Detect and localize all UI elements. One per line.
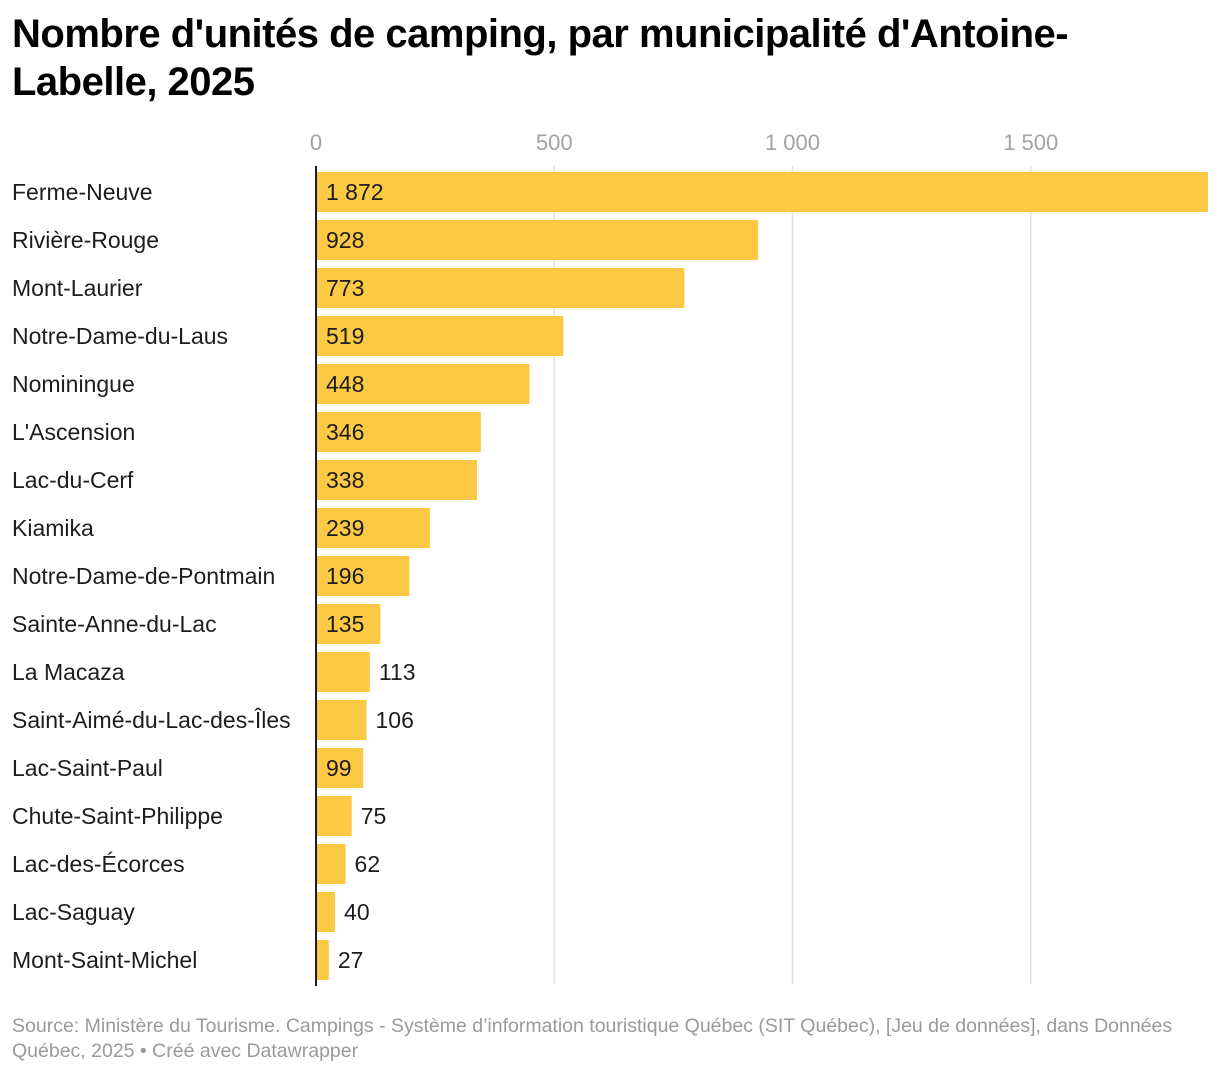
category-label: Rivière-Rouge [12, 227, 159, 253]
x-tick-label: 1 500 [1003, 130, 1058, 155]
value-label: 40 [344, 899, 370, 925]
category-label: Saint-Aimé-du-Lac-des-Îles [12, 707, 291, 733]
chart-title: Nombre d'unités de camping, par municipa… [12, 12, 1069, 104]
value-label: 27 [338, 947, 364, 973]
value-label: 106 [376, 707, 414, 733]
value-label: 75 [361, 803, 387, 829]
category-label: La Macaza [12, 659, 125, 685]
bar [316, 556, 410, 596]
category-label: Mont-Saint-Michel [12, 947, 197, 973]
value-label: 239 [326, 515, 364, 541]
category-label: Kiamika [12, 515, 94, 541]
category-label: Lac-du-Cerf [12, 467, 134, 493]
bar [316, 508, 430, 548]
category-labels: Ferme-Neuve Rivière-Rouge Mont-Laurier Notr… [12, 179, 291, 973]
x-tick-label: 500 [536, 130, 573, 155]
category-label: Lac-des-Écorces [12, 851, 185, 877]
value-label: 196 [326, 563, 364, 589]
bar [316, 460, 478, 500]
bar [316, 220, 759, 260]
category-label: Ferme-Neuve [12, 179, 153, 205]
value-label: 928 [326, 227, 364, 253]
bar [316, 844, 346, 884]
category-label: Notre-Dame-du-Laus [12, 323, 228, 349]
category-label: Lac-Saint-Paul [12, 755, 163, 781]
value-label: 1 872 [326, 179, 384, 205]
bar [316, 316, 564, 356]
category-label: L'Ascension [12, 419, 135, 445]
value-label: 99 [326, 755, 352, 781]
bar [316, 172, 1208, 212]
value-label: 113 [379, 659, 416, 685]
value-label: 448 [326, 371, 364, 397]
bar [316, 652, 370, 692]
value-label: 135 [326, 611, 364, 637]
category-label: Notre-Dame-de-Pontmain [12, 563, 275, 589]
value-label: 519 [326, 323, 364, 349]
value-label: 338 [326, 467, 364, 493]
value-label: 62 [355, 851, 381, 877]
category-label: Mont-Laurier [12, 275, 143, 301]
category-label: Nominingue [12, 371, 135, 397]
value-label: 773 [326, 275, 364, 301]
bar [316, 892, 336, 932]
bar [316, 700, 367, 740]
category-label: Lac-Saguay [12, 899, 135, 925]
category-label: Sainte-Anne-du-Lac [12, 611, 217, 637]
x-tick-label: 0 [310, 130, 322, 155]
x-tick-label: 1 000 [765, 130, 820, 155]
bar [316, 796, 352, 836]
bar-chart: 0 500 1 000 1 500 Ferme-Neuve Rivière-Rouge M… [12, 130, 1208, 986]
value-label: 346 [326, 419, 364, 445]
source-note: Source: Ministère du Tourisme. Campings … [12, 1015, 1173, 1062]
bar [316, 604, 381, 644]
bars [316, 172, 1208, 980]
bar [316, 364, 530, 404]
bar [316, 748, 364, 788]
x-axis-ticks: 0 500 1 000 1 500 [310, 130, 1058, 155]
bar [316, 412, 481, 452]
value-labels: 1 872 928 773 519 448 346 338 239 196 135 113 106 99… [326, 179, 416, 973]
category-label: Chute-Saint-Philippe [12, 803, 223, 829]
bar [316, 268, 685, 308]
bar [316, 940, 329, 980]
